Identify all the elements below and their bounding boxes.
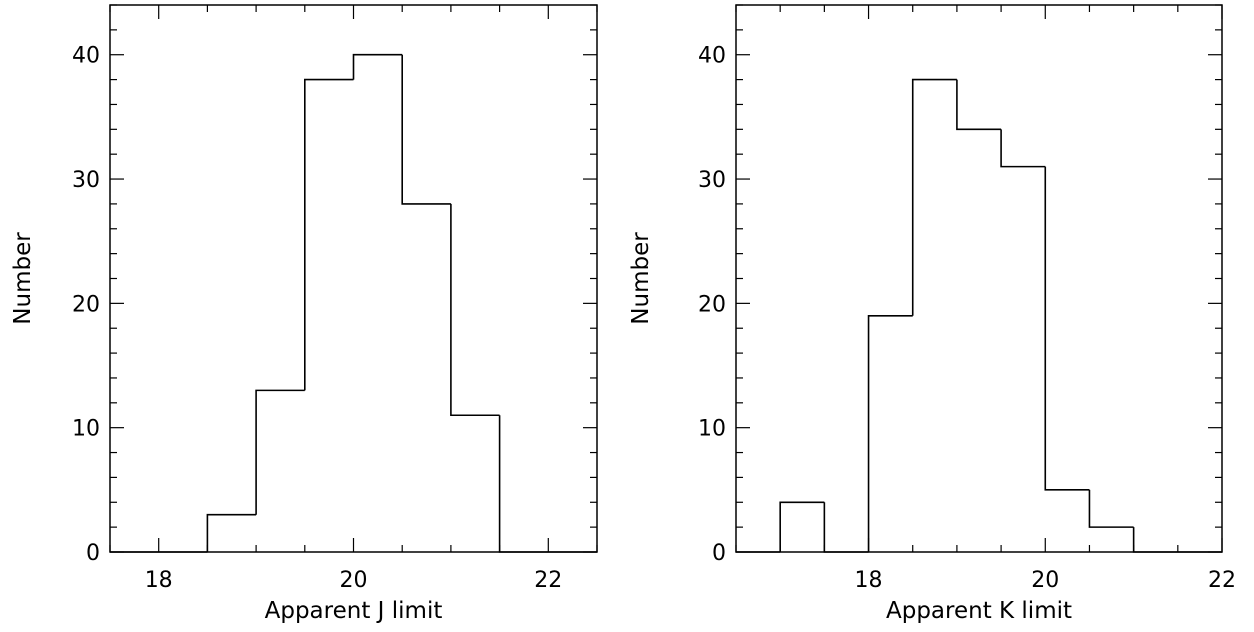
y-tick-label: 40 bbox=[72, 44, 100, 69]
y-axis-label: Number bbox=[628, 232, 654, 325]
histogram-bin bbox=[1088, 489, 1134, 528]
histogram-bin bbox=[255, 389, 305, 515]
histogram-bin bbox=[823, 502, 869, 553]
y-tick-label: 40 bbox=[698, 44, 726, 69]
y-tick-label: 20 bbox=[72, 292, 100, 317]
histogram-bin bbox=[450, 203, 500, 417]
y-tick-label: 30 bbox=[698, 168, 726, 193]
x-tick-label: 20 bbox=[1031, 568, 1059, 593]
y-tick-label: 0 bbox=[86, 541, 100, 566]
histogram-bin bbox=[1044, 166, 1090, 491]
histogram-panel-k: 18 20 22 0 10 20 30 40 Apparent K limit Number bbox=[628, 4, 1236, 624]
histogram-bin bbox=[206, 513, 257, 552]
y-tick-label: 10 bbox=[698, 417, 726, 442]
histogram-bin bbox=[1132, 527, 1178, 553]
x-tick-label: 18 bbox=[145, 568, 173, 593]
histogram-bin bbox=[352, 53, 403, 80]
x-tick-label: 22 bbox=[534, 568, 562, 593]
histogram-bin bbox=[956, 79, 1002, 131]
plot-frame bbox=[109, 4, 598, 553]
x-tick-label: 22 bbox=[1208, 568, 1236, 593]
histogram-bin bbox=[911, 78, 957, 316]
histogram-bin bbox=[304, 78, 354, 391]
histogram-bin bbox=[867, 314, 913, 552]
x-tick-label: 20 bbox=[340, 568, 368, 593]
y-tick-label: 10 bbox=[72, 417, 100, 442]
y-tick-label: 20 bbox=[698, 292, 726, 317]
x-axis-label: Apparent J limit bbox=[265, 598, 443, 624]
histogram-bin bbox=[1000, 129, 1046, 168]
y-axis-label: Number bbox=[10, 232, 36, 325]
y-tick-label: 0 bbox=[712, 541, 726, 566]
histogram-bin bbox=[498, 415, 549, 553]
x-axis-label: Apparent K limit bbox=[886, 598, 1072, 624]
histogram-bin bbox=[779, 501, 825, 552]
histogram-bin bbox=[401, 54, 451, 205]
x-tick-label: 18 bbox=[855, 568, 883, 593]
y-tick-label: 30 bbox=[72, 168, 100, 193]
plot-frame bbox=[735, 4, 1223, 553]
histogram-panel-j: 18 20 22 0 10 20 30 40 Apparent J limit Number bbox=[10, 4, 598, 624]
